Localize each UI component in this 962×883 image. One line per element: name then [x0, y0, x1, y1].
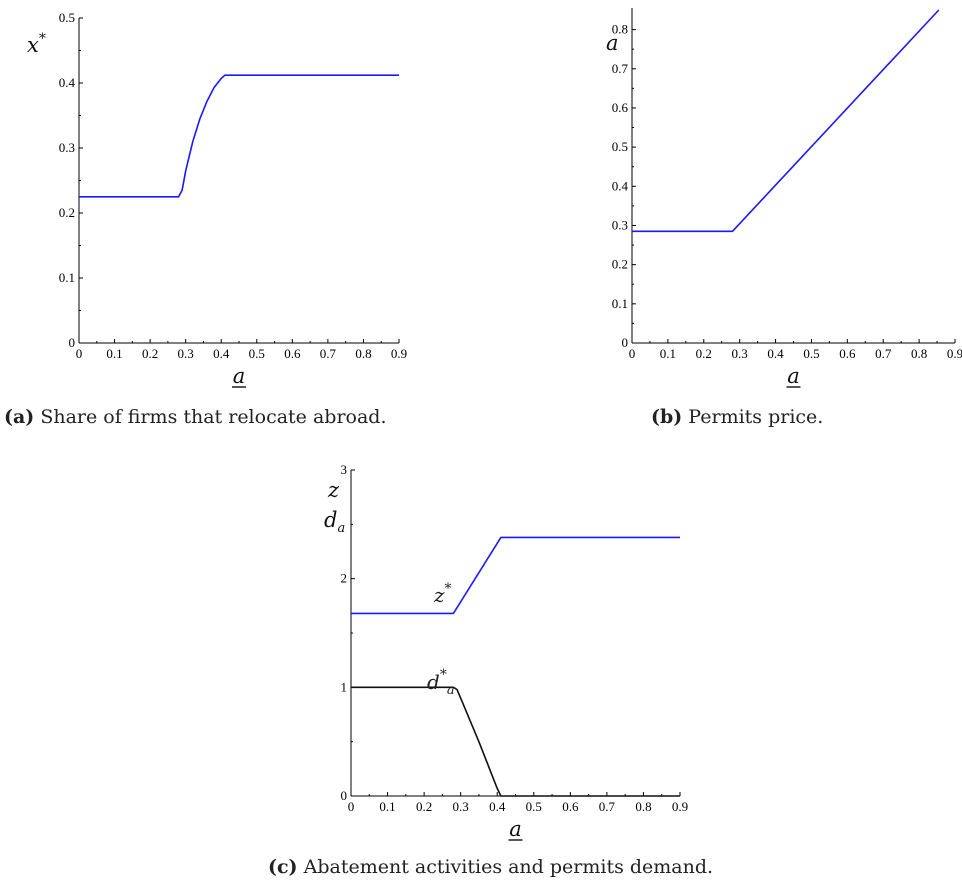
- y-tick-label-b: 0.5: [612, 139, 628, 154]
- x-tick-label-b: 0.4: [767, 346, 784, 361]
- y-axis-label-a-base: x: [27, 33, 39, 57]
- y-tick-label-b: 0.4: [612, 178, 629, 193]
- y-tick-label-c: 1: [341, 679, 348, 694]
- caption-a-text: Share of firms that relocate abroad.: [34, 406, 387, 428]
- x-tick-label-c: 0.1: [379, 799, 395, 814]
- x-tick-label-a: 0: [76, 346, 83, 361]
- x-axis-label-a: a: [233, 364, 246, 388]
- x-tick-label-c: 0.3: [453, 799, 469, 814]
- caption-b-text: Permits price.: [682, 406, 824, 428]
- y-tick-label-a: 0.5: [59, 10, 75, 25]
- x-tick-label-b: 0.3: [732, 346, 748, 361]
- x-tick-label-c: 0.5: [526, 799, 542, 814]
- series-label-d: d*a: [427, 667, 455, 698]
- y-tick-label-b: 0.2: [612, 257, 628, 272]
- y-tick-label-c: 0: [341, 788, 348, 803]
- y-tick-label-b: 0.6: [612, 100, 629, 115]
- series-label-z-sup: *: [445, 581, 452, 597]
- y-tick-label-a: 0.4: [59, 75, 76, 90]
- x-tick-label-c: 0.7: [599, 799, 616, 814]
- y-axis-label-c-z: z: [327, 478, 340, 502]
- y-axis-label-b: a: [606, 31, 619, 55]
- x-tick-label-a: 0.6: [284, 346, 301, 361]
- caption-c-tag: (c): [268, 856, 298, 878]
- y-axis-label-a-sup: *: [39, 31, 46, 47]
- x-tick-label-b: 0.1: [660, 346, 676, 361]
- caption-b: (b) Permits price.: [651, 406, 823, 428]
- y-axis-label-c-d-sub: a: [337, 521, 345, 536]
- y-tick-label-c: 3: [341, 462, 348, 477]
- x-tick-label-b: 0.2: [696, 346, 712, 361]
- x-tick-label-a: 0.4: [213, 346, 230, 361]
- x-tick-label-b: 0.9: [947, 346, 962, 361]
- x-axis-label-c: a: [509, 817, 522, 841]
- x-tick-label-a: 0.9: [391, 346, 407, 361]
- x-tick-label-b: 0.7: [875, 346, 892, 361]
- y-tick-label-a: 0: [69, 335, 76, 350]
- x-tick-label-a: 0.1: [106, 346, 122, 361]
- x-tick-label-c: 0.6: [562, 799, 579, 814]
- x-tick-label-a: 0.3: [178, 346, 194, 361]
- series-label-d-sup: *: [440, 667, 447, 683]
- y-axis-label-c-d-base: d: [324, 508, 337, 532]
- y-tick-label-b: 0: [622, 335, 629, 350]
- x-tick-label-a: 0.5: [249, 346, 265, 361]
- y-axis-label-a: x*: [27, 31, 46, 57]
- caption-c-text: Abatement activities and permits demand.: [297, 856, 714, 878]
- y-tick-label-a: 0.1: [59, 270, 75, 285]
- y-tick-label-c: 2: [341, 571, 348, 586]
- y-tick-label-b: 0.7: [612, 61, 629, 76]
- series-label-d-base: d: [427, 670, 440, 694]
- x-tick-label-b: 0.5: [803, 346, 819, 361]
- x-tick-label-a: 0.2: [142, 346, 158, 361]
- x-tick-label-c: 0.2: [416, 799, 432, 814]
- chart-c: 0 0.1 0.2 0.3 0.4 0.5 0.6 0.7 0.8 0.90123azdaz*d*…: [324, 462, 688, 841]
- x-tick-label-c: 0.8: [635, 799, 651, 814]
- series-line-c-1: [351, 686, 680, 797]
- x-tick-label-c: 0.4: [489, 799, 506, 814]
- y-tick-label-b: 0.1: [612, 296, 628, 311]
- x-axis-label-b: a: [787, 364, 800, 388]
- series-label-d-sub: a: [447, 683, 455, 698]
- series-line-b-0: [632, 9, 940, 233]
- chart-a: 0 0.1 0.2 0.3 0.4 0.5 0.6 0.7 0.8 0.9 0 0.1 0.2 0.3 0.…: [27, 10, 407, 388]
- caption-a-tag: (a): [4, 406, 35, 428]
- x-tick-label-b: 0: [629, 346, 636, 361]
- series-line-c-0: [351, 536, 680, 615]
- x-tick-label-c: 0: [348, 799, 355, 814]
- series-label-z-base: z: [433, 583, 445, 607]
- x-tick-label-b: 0.6: [839, 346, 856, 361]
- caption-b-tag: (b): [651, 406, 683, 428]
- x-tick-label-c: 0.9: [672, 799, 688, 814]
- x-tick-label-b: 0.8: [911, 346, 927, 361]
- caption-a: (a) Share of firms that relocate abroad.: [4, 406, 387, 428]
- y-tick-label-a: 0.2: [59, 205, 75, 220]
- y-tick-label-a: 0.3: [59, 140, 75, 155]
- caption-c: (c) Abatement activities and permits dem…: [268, 856, 713, 878]
- series-label-z: z*: [433, 581, 452, 607]
- y-tick-label-b: 0.3: [612, 217, 628, 232]
- x-tick-label-a: 0.7: [320, 346, 337, 361]
- y-tick-label-b: 0.8: [612, 22, 628, 37]
- chart-b: 0 0.1 0.2 0.3 0.4 0.5 0.6 0.7 0.8 0.9 0 0.1 0.2 0.3 0.…: [606, 8, 962, 388]
- x-tick-label-a: 0.8: [355, 346, 371, 361]
- series-line-a-0: [79, 74, 399, 198]
- y-axis-label-c-d: da: [324, 508, 345, 536]
